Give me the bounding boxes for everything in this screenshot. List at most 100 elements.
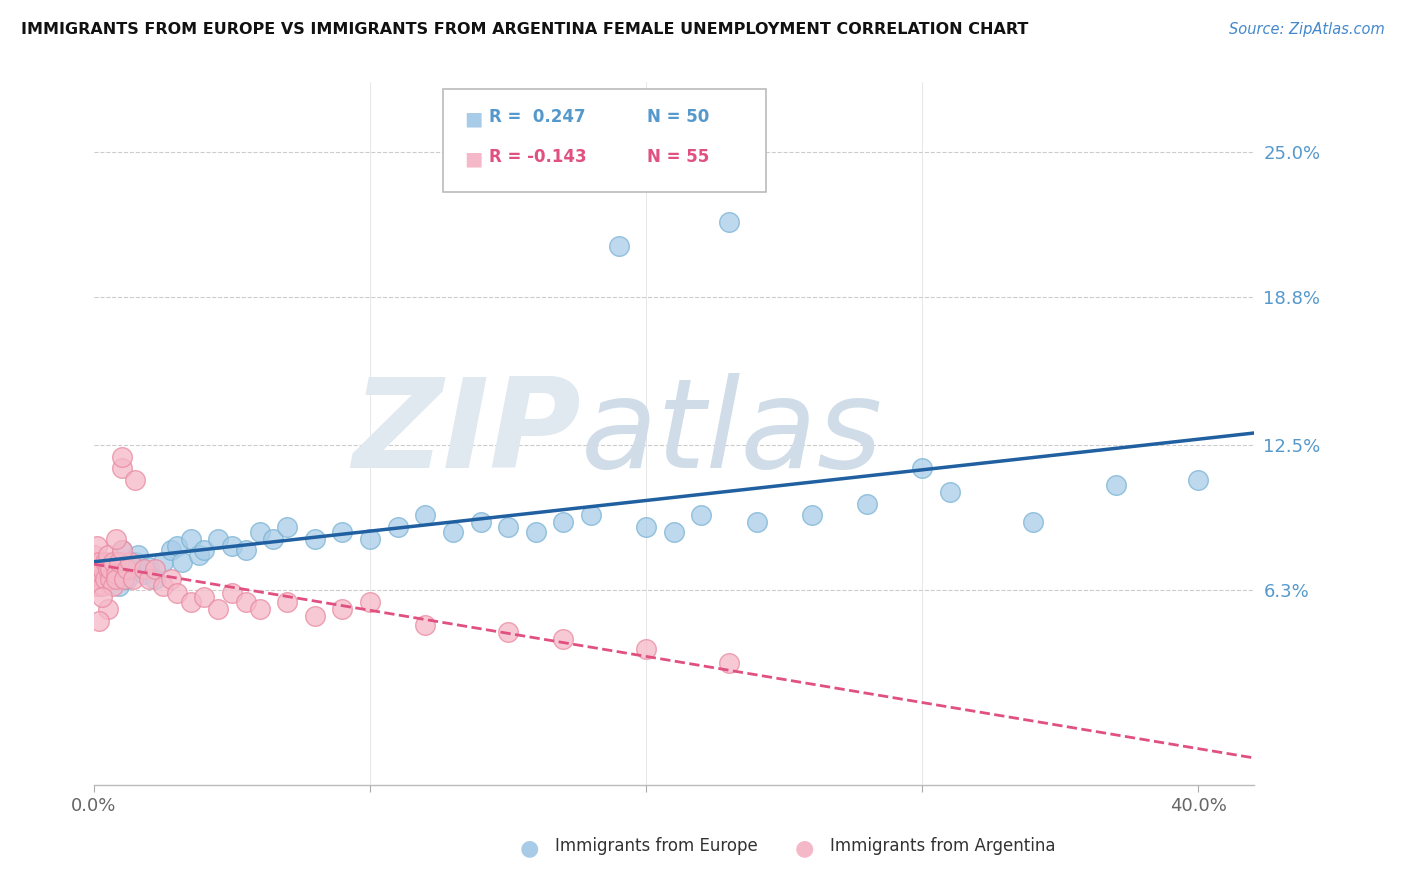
Point <box>441 524 464 539</box>
Point <box>249 602 271 616</box>
Point <box>304 609 326 624</box>
Point <box>553 632 575 647</box>
Point <box>470 516 492 530</box>
Point <box>91 579 114 593</box>
Point <box>112 572 135 586</box>
Point <box>718 656 741 670</box>
Point <box>636 641 658 656</box>
Text: ZIP: ZIP <box>353 373 581 494</box>
Point <box>105 555 128 569</box>
Point <box>110 461 132 475</box>
Point <box>911 461 934 475</box>
Point <box>103 572 125 586</box>
Point <box>496 625 519 640</box>
Point <box>160 572 183 586</box>
Point <box>94 572 117 586</box>
Point <box>249 524 271 539</box>
Point <box>235 543 257 558</box>
Point <box>105 572 128 586</box>
Point <box>138 572 160 586</box>
Point <box>207 532 229 546</box>
Point <box>89 555 111 569</box>
Text: R =  0.247: R = 0.247 <box>489 108 586 126</box>
Point <box>103 555 125 569</box>
Point <box>97 562 120 576</box>
Text: ●: ● <box>794 838 814 858</box>
Point <box>91 591 114 605</box>
Point <box>110 450 132 464</box>
Point <box>127 548 149 562</box>
Point <box>800 508 823 523</box>
Point <box>100 562 122 576</box>
Text: IMMIGRANTS FROM EUROPE VS IMMIGRANTS FROM ARGENTINA FEMALE UNEMPLOYMENT CORRELAT: IMMIGRANTS FROM EUROPE VS IMMIGRANTS FRO… <box>21 22 1028 37</box>
Point <box>105 532 128 546</box>
Point <box>124 555 146 569</box>
Point <box>304 532 326 546</box>
Point <box>180 595 202 609</box>
Text: R = -0.143: R = -0.143 <box>489 148 586 166</box>
Point <box>1104 478 1126 492</box>
Text: N = 50: N = 50 <box>647 108 709 126</box>
Point <box>118 562 141 576</box>
Point <box>276 595 298 609</box>
Point <box>332 602 354 616</box>
Point <box>690 508 713 523</box>
Point <box>413 508 436 523</box>
Point <box>856 497 879 511</box>
Point <box>262 532 284 546</box>
Point <box>160 543 183 558</box>
Text: atlas: atlas <box>581 373 883 494</box>
Point <box>115 562 138 576</box>
Point <box>276 520 298 534</box>
Point <box>579 508 602 523</box>
Point <box>207 602 229 616</box>
Point <box>110 566 132 581</box>
Point <box>166 585 188 599</box>
Point <box>100 572 122 586</box>
Point <box>553 516 575 530</box>
Point <box>97 548 120 562</box>
Point <box>83 548 105 562</box>
Point <box>115 572 138 586</box>
Point <box>107 579 129 593</box>
Point <box>413 618 436 632</box>
Point <box>86 562 108 576</box>
Point <box>110 543 132 558</box>
Point <box>83 572 105 586</box>
Point <box>939 484 962 499</box>
Text: Immigrants from Europe: Immigrants from Europe <box>555 837 758 855</box>
Point <box>138 560 160 574</box>
Point <box>359 532 381 546</box>
Point <box>124 473 146 487</box>
Point <box>636 520 658 534</box>
Point <box>94 555 117 569</box>
Point <box>718 215 741 229</box>
Point <box>107 555 129 569</box>
Point <box>91 562 114 576</box>
Point <box>91 572 114 586</box>
Point <box>121 572 143 586</box>
Point <box>152 579 174 593</box>
Point <box>118 555 141 569</box>
Point <box>86 579 108 593</box>
Text: N = 55: N = 55 <box>647 148 709 166</box>
Point <box>496 520 519 534</box>
Point <box>607 239 630 253</box>
Text: Source: ZipAtlas.com: Source: ZipAtlas.com <box>1229 22 1385 37</box>
Point <box>235 595 257 609</box>
Point <box>83 555 105 569</box>
Point <box>359 595 381 609</box>
Text: ●: ● <box>520 838 540 858</box>
Point <box>97 562 120 576</box>
Point <box>103 579 125 593</box>
Text: ■: ■ <box>464 110 482 128</box>
Text: Immigrants from Argentina: Immigrants from Argentina <box>830 837 1054 855</box>
Point <box>166 539 188 553</box>
Point <box>152 555 174 569</box>
Point <box>1022 516 1045 530</box>
Point <box>97 602 120 616</box>
Point <box>332 524 354 539</box>
Point <box>387 520 409 534</box>
Point <box>110 543 132 558</box>
Point <box>187 548 209 562</box>
